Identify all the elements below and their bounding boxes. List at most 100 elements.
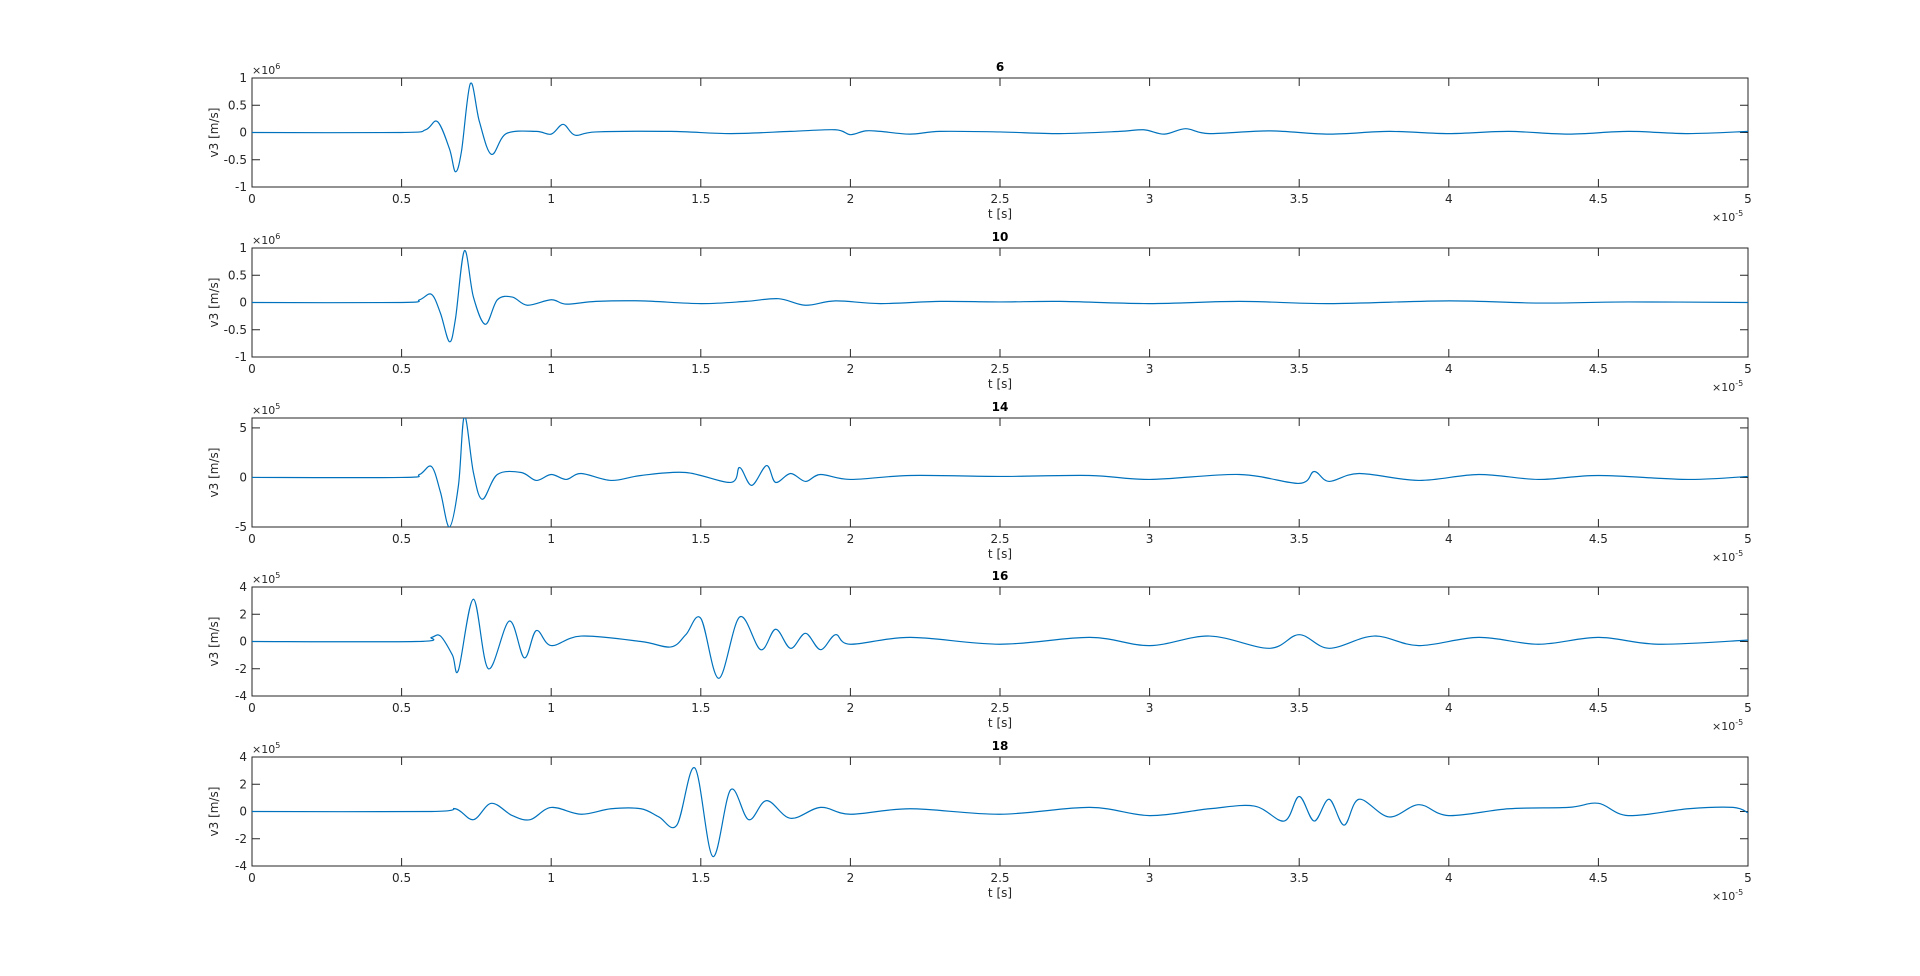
y-axis-label: v3 [m/s] (207, 108, 221, 158)
y-exponent-base: ×10 (252, 64, 275, 77)
y-tick-label: -2 (235, 662, 247, 676)
y-axis-label: v3 [m/s] (207, 448, 221, 498)
y-tick-label: 0 (239, 635, 247, 649)
x-tick-label: 2.5 (990, 701, 1009, 715)
subplot-10: 0 0.5 1 1.5 2 2.5 3 3.5 4 4.5 5 -1 -0.5 0 0.5 1 10 t [s] v… (207, 230, 1752, 394)
x-tick-label: 4.5 (1589, 701, 1608, 715)
x-tick-label: 3.5 (1290, 362, 1309, 376)
y-tick-label: -5 (235, 520, 247, 534)
y-exponent-label: ×105 (252, 741, 280, 756)
x-tick-label: 3.5 (1290, 192, 1309, 206)
x-exponent-power: -5 (1735, 888, 1743, 897)
y-exponent-label: ×106 (252, 62, 280, 77)
subplot-title: 10 (992, 230, 1009, 244)
subplot-title: 16 (992, 569, 1009, 583)
y-tick-label: 4 (239, 580, 247, 594)
y-tick-label: -0.5 (224, 153, 247, 167)
x-tick-label: 0.5 (392, 701, 411, 715)
y-tick-label: -4 (235, 689, 247, 703)
x-tick-label: 1.5 (691, 362, 710, 376)
x-tick-label: 2 (847, 192, 855, 206)
x-tick-label: 3 (1146, 701, 1154, 715)
y-tick-label: -4 (235, 859, 247, 873)
y-tick-label: 0.5 (228, 98, 247, 112)
x-tick-label: 3.5 (1290, 701, 1309, 715)
y-exponent-base: ×10 (252, 234, 275, 247)
x-tick-label: 4 (1445, 192, 1453, 206)
x-tick-label: 4.5 (1589, 362, 1608, 376)
x-tick-label: 2.5 (990, 362, 1009, 376)
y-tick-label: -1 (235, 350, 247, 364)
x-tick-label: 5 (1744, 701, 1752, 715)
x-axis-label: t [s] (988, 377, 1012, 391)
x-tick-label: 4 (1445, 362, 1453, 376)
axes-box (251, 586, 1749, 697)
y-tick-label: -0.5 (224, 323, 247, 337)
x-exponent-base: ×10 (1712, 211, 1735, 224)
x-tick-label: 1 (547, 362, 555, 376)
y-tick-label: 0 (239, 805, 247, 819)
x-tick-label: 0.5 (392, 362, 411, 376)
y-tick-label: 2 (239, 607, 247, 621)
x-tick-label: 0 (248, 192, 256, 206)
y-exponent-power: 5 (275, 402, 280, 411)
x-tick-label: 2 (847, 701, 855, 715)
x-tick-label: 2.5 (990, 532, 1009, 546)
y-exponent-label: ×105 (252, 571, 280, 586)
x-exponent-label: ×10-5 (1712, 888, 1743, 903)
x-exponent-power: -5 (1735, 718, 1743, 727)
x-tick-label: 2 (847, 532, 855, 546)
y-tick-label: 1 (239, 71, 247, 85)
x-tick-label: 4 (1445, 701, 1453, 715)
y-tick-label: 0 (239, 126, 247, 140)
x-tick-label: 2 (847, 871, 855, 885)
x-tick-label: 0 (248, 871, 256, 885)
x-tick-label: 1.5 (691, 871, 710, 885)
x-tick-label: 1.5 (691, 532, 710, 546)
x-tick-label: 5 (1744, 362, 1752, 376)
x-exponent-base: ×10 (1712, 381, 1735, 394)
y-tick-label: 4 (239, 750, 247, 764)
x-axis-label: t [s] (988, 547, 1012, 561)
y-exponent-power: 6 (275, 62, 280, 71)
x-tick-label: 0 (248, 532, 256, 546)
series-line (252, 250, 1748, 343)
y-tick-label: -1 (235, 180, 247, 194)
y-exponent-power: 5 (275, 741, 280, 750)
x-tick-label: 0.5 (392, 871, 411, 885)
x-tick-label: 1.5 (691, 701, 710, 715)
y-tick-label: 0 (239, 470, 247, 484)
y-axis-label: v3 [m/s] (207, 278, 221, 328)
x-tick-label: 2 (847, 362, 855, 376)
y-tick-label: 1 (239, 241, 247, 255)
x-exponent-base: ×10 (1712, 720, 1735, 733)
x-tick-label: 3.5 (1290, 532, 1309, 546)
x-axis-label: t [s] (988, 716, 1012, 730)
series-line (252, 598, 1748, 679)
y-axis-label: v3 [m/s] (207, 787, 221, 837)
series-line (252, 82, 1748, 173)
x-tick-label: 5 (1744, 532, 1752, 546)
x-tick-label: 4.5 (1589, 871, 1608, 885)
x-tick-label: 5 (1744, 192, 1752, 206)
x-tick-label: 3 (1146, 532, 1154, 546)
y-tick-label: 0.5 (228, 268, 247, 282)
series-line (252, 418, 1748, 527)
y-tick-label: 2 (239, 777, 247, 791)
x-exponent-power: -5 (1735, 549, 1743, 558)
y-tick-label: 5 (239, 421, 247, 435)
y-axis-label: v3 [m/s] (207, 617, 221, 667)
x-exponent-base: ×10 (1712, 890, 1735, 903)
y-exponent-base: ×10 (252, 743, 275, 756)
x-tick-label: 4 (1445, 871, 1453, 885)
x-tick-label: 3 (1146, 362, 1154, 376)
x-tick-label: 1 (547, 701, 555, 715)
x-tick-label: 4.5 (1589, 532, 1608, 546)
x-exponent-label: ×10-5 (1712, 379, 1743, 394)
y-exponent-label: ×106 (252, 232, 280, 247)
y-exponent-power: 6 (275, 232, 280, 241)
x-tick-label: 3 (1146, 871, 1154, 885)
x-exponent-power: -5 (1735, 209, 1743, 218)
subplot-title: 6 (996, 60, 1004, 74)
